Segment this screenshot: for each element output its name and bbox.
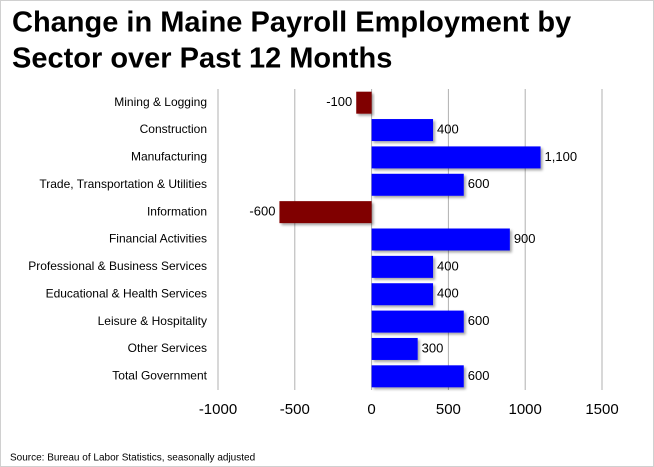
y-tick-label: Manufacturing	[131, 150, 207, 164]
x-tick-label: 1000	[509, 401, 542, 418]
data-label: 400	[437, 258, 459, 273]
y-tick-label: Trade, Transportation & Utilities	[39, 177, 207, 191]
y-tick-label: Leisure & Hospitality	[98, 314, 207, 328]
data-label: -100	[326, 94, 352, 109]
y-tick-label: Information	[147, 204, 207, 218]
data-label: 900	[514, 231, 536, 246]
data-label: 300	[422, 340, 444, 355]
bar	[371, 337, 418, 360]
source-note: Source: Bureau of Labor Statistics, seas…	[10, 453, 255, 464]
bar	[356, 91, 372, 114]
bar	[371, 283, 434, 306]
y-tick-label: Financial Activities	[109, 232, 207, 246]
x-tick-label: 0	[367, 401, 375, 418]
bar	[371, 228, 510, 251]
bar	[279, 201, 372, 224]
x-tick-label: 500	[436, 401, 461, 418]
y-tick-label: Mining & Logging	[114, 95, 207, 109]
bar	[371, 255, 434, 278]
data-label: 600	[468, 368, 490, 383]
y-tick-label: Other Services	[128, 341, 207, 355]
bar	[371, 119, 434, 142]
bar	[371, 365, 464, 388]
x-tick-label: 1500	[585, 401, 618, 418]
y-tick-label: Construction	[140, 122, 207, 136]
bar	[371, 173, 464, 196]
y-tick-label: Educational & Health Services	[46, 286, 207, 300]
data-label: 1,100	[545, 149, 578, 164]
x-tick-label: -500	[280, 401, 310, 418]
x-tick-label: -1000	[199, 401, 237, 418]
bar	[371, 310, 464, 333]
data-label: 400	[437, 121, 459, 136]
data-label: 600	[468, 313, 490, 328]
bar	[371, 146, 541, 169]
chart-title: Sector over Past 12 Months	[12, 43, 392, 75]
y-tick-label: Total Government	[112, 368, 207, 382]
data-label: 400	[437, 286, 459, 301]
data-label: 600	[468, 176, 490, 191]
y-tick-label: Professional & Business Services	[28, 259, 207, 273]
chart-title: Change in Maine Payroll Employment by	[12, 7, 571, 39]
data-label: -600	[249, 204, 275, 219]
